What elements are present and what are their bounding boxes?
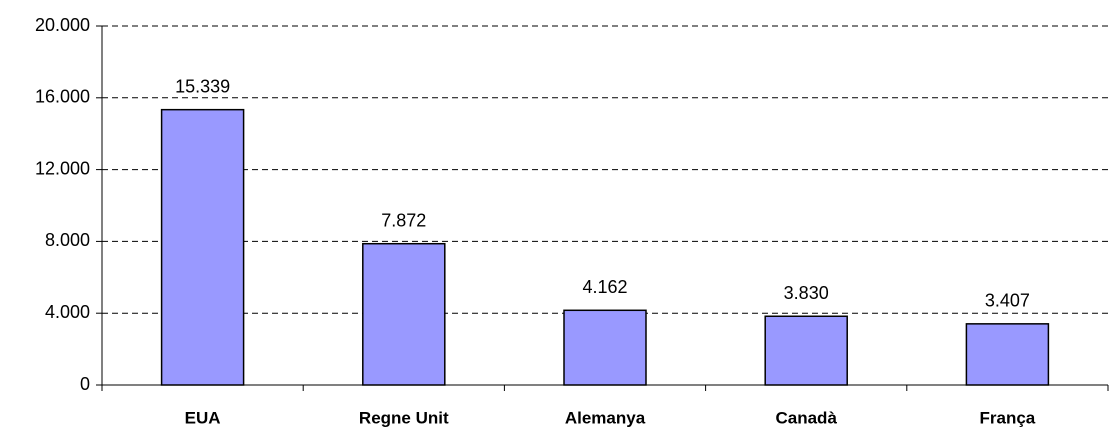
- value-label: 3.830: [784, 283, 829, 303]
- bar: [764, 315, 848, 386]
- y-tick-label: 4.000: [45, 302, 90, 322]
- y-tick-label: 0: [80, 374, 90, 394]
- bar: [965, 323, 1050, 386]
- value-label: 7.872: [381, 210, 426, 230]
- x-tick-label: Alemanya: [565, 408, 646, 427]
- y-tick-label: 12.000: [35, 158, 90, 178]
- value-label: 15.339: [175, 76, 230, 96]
- y-tick-label: 8.000: [45, 230, 90, 250]
- bar: [362, 242, 446, 386]
- y-tick-label: 20.000: [35, 15, 90, 35]
- value-label: 3.407: [985, 291, 1030, 311]
- bar: [563, 309, 647, 386]
- x-tick-label: França: [980, 408, 1036, 427]
- x-tick-label: EUA: [185, 408, 221, 427]
- y-tick-label: 16.000: [35, 87, 90, 107]
- bar: [160, 108, 245, 386]
- value-label: 4.162: [582, 277, 627, 297]
- x-tick-label: Regne Unit: [359, 408, 449, 427]
- x-tick-label: Canadà: [775, 408, 837, 427]
